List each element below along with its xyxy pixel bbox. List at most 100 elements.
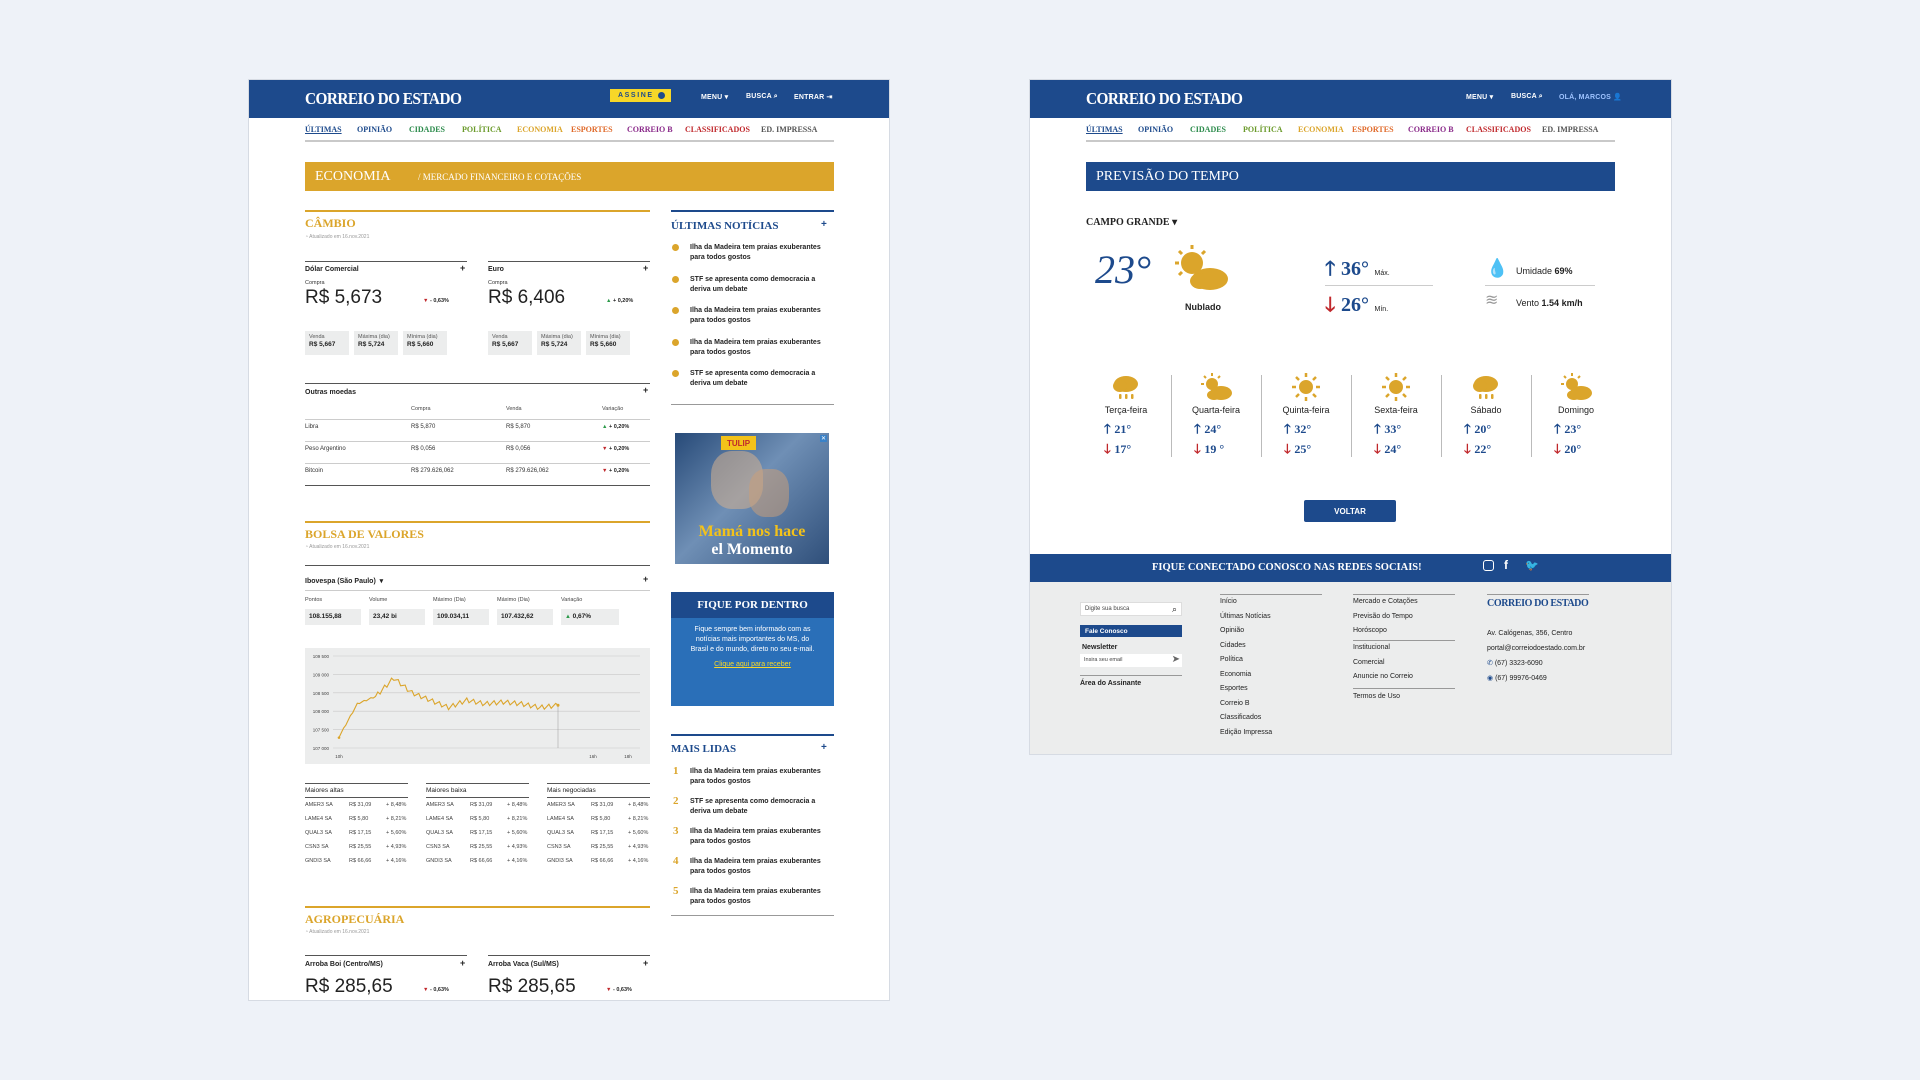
expand-button[interactable]: + [460,263,466,273]
send-icon[interactable]: ➤ [1171,654,1180,665]
news-item[interactable]: Ilha da Madeira tem praias exuberantes p… [690,828,821,845]
category-7[interactable]: CLASSIFICADOS [1466,125,1531,134]
currency-name: Libra [305,424,319,430]
footer-link[interactable]: Classificados [1220,714,1262,721]
footer-link[interactable]: Horóscopo [1353,627,1387,634]
adchoices-icon[interactable]: ✕ [819,435,827,442]
footer-link[interactable]: Mercado e Cotações [1353,598,1418,605]
search-icon: ⌕ [773,93,778,100]
category-6[interactable]: CORREIO B [627,125,673,134]
facebook-icon[interactable]: f [1504,558,1508,572]
menu-button[interactable]: MENU ▾ [701,94,729,101]
user-menu[interactable]: OLÁ, MARCOS 👤 [1559,94,1623,101]
footer-link[interactable]: Institucional [1353,644,1390,651]
max-value: 33° [1384,422,1402,436]
news-item[interactable]: Ilha da Madeira tem praias exuberantes p… [690,858,821,875]
email[interactable]: portal@correiodoestado.com.br [1487,645,1586,652]
category-8[interactable]: ED. IMPRESSA [1542,125,1599,134]
expand-button[interactable]: + [643,263,649,273]
instagram-icon[interactable] [1483,560,1494,571]
category-7[interactable]: CLASSIFICADOS [685,125,750,134]
compra-label: Compra [305,280,325,286]
max-value: 20° [1474,422,1492,436]
compra-label: Compra [488,280,508,286]
stat-value: R$ 5,724 [358,341,385,348]
news-item[interactable]: STF se apresenta como democracia a deriv… [690,275,816,293]
expand-button[interactable]: + [643,385,649,395]
day-max: 🡑 23° [1554,420,1581,442]
category-2[interactable]: CIDADES [1190,125,1227,134]
price: R$ 25,55 [591,844,614,850]
footer-link[interactable]: Início [1220,598,1237,605]
footer-link[interactable]: Opinião [1220,627,1245,634]
footer-link[interactable]: Edição Impressa [1220,728,1273,736]
expand-button[interactable]: + [643,958,649,968]
footer-logo[interactable]: CORREIO DO ESTADO [1487,598,1589,609]
category-3[interactable]: POLÍTICA [1243,125,1283,134]
change: + 4,16% [507,858,528,864]
footer-link[interactable]: Correio B [1220,699,1250,707]
footer-link[interactable]: Previsão do Tempo [1353,612,1413,620]
social-text: FIQUE CONECTADO CONOSCO NAS REDES SOCIAI… [1152,562,1422,573]
footer-email-input[interactable]: Insira seu email ➤ [1080,654,1182,667]
news-item[interactable]: STF se apresenta como democracia a deriv… [690,798,816,815]
category-0[interactable]: ÚLTIMAS [305,125,342,134]
news-item[interactable]: Ilha da Madeira tem praias exuberantes p… [690,888,821,905]
max-value: 21° [1114,422,1132,436]
expand-button[interactable]: + [460,958,466,968]
footer-link[interactable]: Últimas Notícias [1220,612,1271,620]
index-select[interactable]: Ibovespa (São Paulo) ▾ [305,578,384,585]
login-button[interactable]: ENTRAR ⇥ [794,94,833,101]
footer-divider [1353,688,1455,689]
menu-button[interactable]: MENU ▾ [1466,94,1494,101]
price: R$ 25,55 [349,844,372,850]
category-5[interactable]: ESPORTES [1352,125,1394,134]
advertisement[interactable]: TULIP Mamá nos hace el Momento ✕ [675,433,829,564]
change: + 8,48% [507,802,528,808]
category-2[interactable]: CIDADES [409,125,446,134]
subscriber-link[interactable]: Área do Assinante [1080,680,1142,687]
more-button[interactable]: + [821,742,827,753]
category-3[interactable]: POLÍTICA [462,125,502,134]
category-1[interactable]: OPINIÃO [357,125,393,134]
newsletter-link[interactable]: Clique aqui para receber [714,661,791,668]
category-4[interactable]: ECONOMIA [1298,125,1344,134]
category-6[interactable]: CORREIO B [1408,125,1454,134]
category-4[interactable]: ECONOMIA [517,125,563,134]
news-item[interactable]: Ilha da Madeira tem praias exuberantes p… [690,244,821,261]
category-5[interactable]: ESPORTES [571,125,613,134]
news-item[interactable]: STF se apresenta como democracia a deriv… [690,370,816,387]
newsletter-text: Fique sempre bem informado com as notíci… [690,626,815,653]
news-item[interactable]: Ilha da Madeira tem praias exuberantes p… [690,307,821,324]
site-logo[interactable]: CORREIO DO ESTADO [305,89,462,108]
price: R$ 17,15 [470,830,493,836]
site-logo[interactable]: CORREIO DO ESTADO [1086,89,1243,108]
footer-search[interactable]: Digite sua busca ⌕ [1080,602,1182,616]
category-1[interactable]: OPINIÃO [1138,125,1174,134]
expand-button[interactable]: + [643,574,649,584]
footer-link[interactable]: Termos de Uso [1353,693,1401,700]
category-0[interactable]: ÚLTIMAS [1086,125,1123,134]
news-item[interactable]: Ilha da Madeira tem praias exuberantes p… [690,338,821,356]
twitter-icon[interactable]: 🐦 [1525,560,1539,572]
footer-link[interactable]: Política [1220,656,1243,663]
sun-icon [1382,373,1410,401]
contact-button[interactable]: Fale Conosco [1080,625,1182,637]
city-select[interactable]: CAMPO GRANDE ▾ [1086,217,1178,228]
footer-link[interactable]: Esportes [1220,685,1248,692]
stat-label: Mínima (dia) [407,334,438,340]
news-item[interactable]: Ilha da Madeira tem praias exuberantes p… [690,768,821,785]
whatsapp[interactable]: ◉ (67) 99976-0469 [1487,675,1547,682]
back-button[interactable]: VOLTAR [1304,500,1396,522]
phone[interactable]: ✆ (67) 3323-6090 [1487,660,1543,667]
category-8[interactable]: ED. IMPRESSA [761,125,818,134]
search-button[interactable]: BUSCA ⌕ [1511,93,1543,100]
footer-link[interactable]: Economia [1220,670,1252,678]
footer-link[interactable]: Cidades [1220,641,1246,649]
footer-link[interactable]: Anuncie no Correio [1353,673,1413,680]
more-button[interactable]: + [821,219,827,230]
footer-link[interactable]: Comercial [1353,658,1385,666]
day-max: 🡑 20° [1464,420,1491,442]
search-button[interactable]: BUSCA ⌕ [746,93,778,100]
subscribe-button[interactable]: ASSINE [610,89,671,102]
